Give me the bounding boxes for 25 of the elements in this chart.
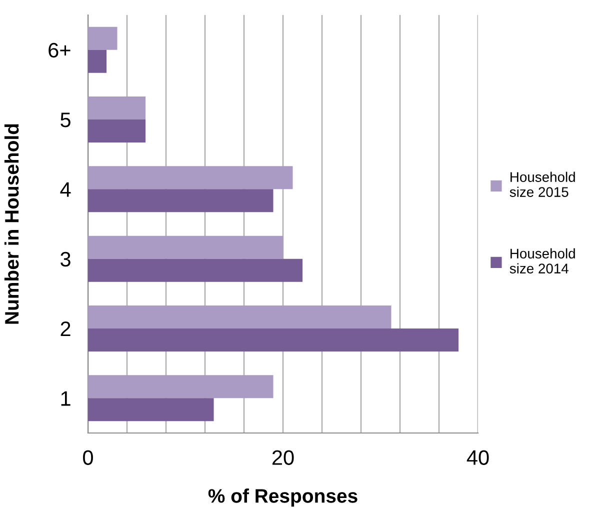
x-tick-label: 20 (272, 450, 294, 465)
x-tick-label: 40 (466, 450, 489, 465)
y-tick-label: 2 (60, 322, 70, 336)
bar (88, 26, 118, 50)
legend-label: Household size 2014 (510, 248, 575, 274)
bar (88, 50, 107, 73)
bar (88, 306, 392, 328)
legend-label: Household size 2015 (510, 172, 575, 197)
y-tick-label: 3 (60, 252, 70, 267)
bar (88, 96, 146, 120)
bar (88, 258, 302, 282)
y-tick-label: 6+ (48, 42, 70, 58)
bar (88, 189, 274, 212)
bar (88, 375, 274, 398)
bar (88, 236, 283, 259)
x-tick-label: 0 (83, 450, 93, 465)
y-tick-label: 1 (61, 391, 70, 406)
bar (88, 398, 214, 422)
bar (88, 328, 458, 352)
bar (88, 120, 146, 142)
y-tick-label: 4 (60, 182, 71, 197)
y-axis-title: Number in Household (4, 124, 19, 324)
x-axis-title: % of Responses (208, 488, 358, 507)
bar (88, 166, 293, 190)
y-tick-label: 5 (60, 112, 70, 128)
